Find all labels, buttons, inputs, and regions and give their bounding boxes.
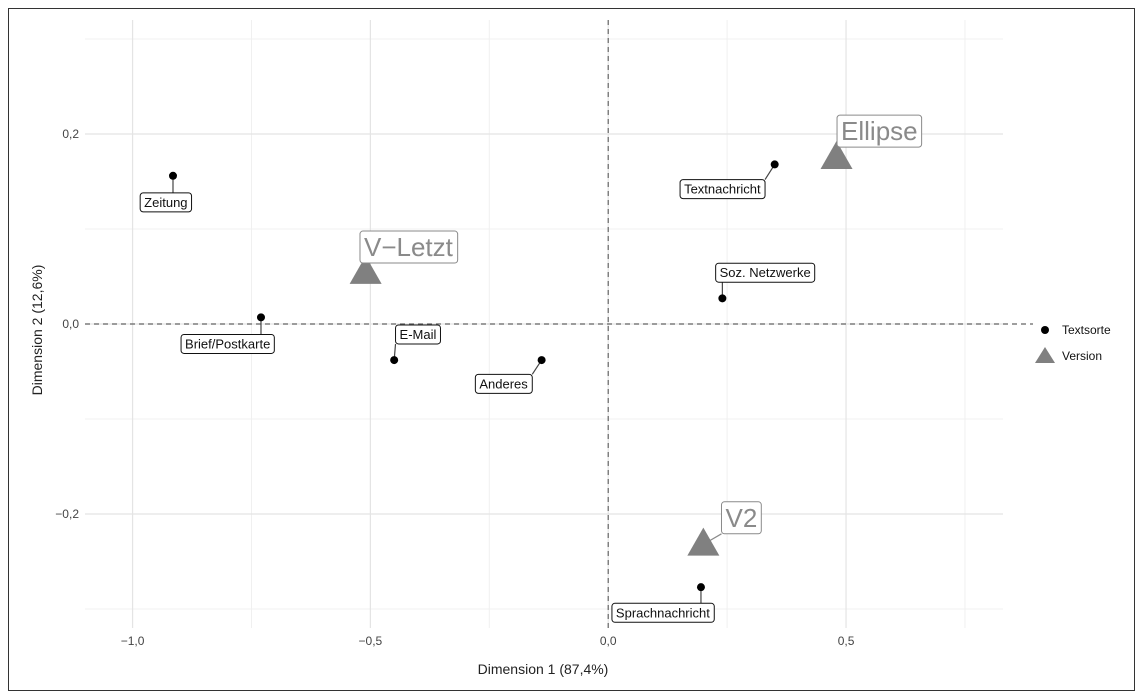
point-marker	[168, 171, 177, 180]
point-label: E-Mail	[400, 327, 437, 342]
version-label-box	[359, 230, 459, 264]
point-label-box	[180, 333, 275, 354]
version-label-box	[836, 114, 923, 148]
x-tick-label: 0,0	[600, 634, 617, 648]
x-axis-title: Dimension 1 (87,4%)	[478, 661, 609, 677]
point-label: Sprachnachricht	[616, 605, 710, 620]
chart-frame	[8, 8, 1135, 691]
data-marks	[168, 140, 853, 592]
y-axis-title: Dimension 2 (12,6%)	[29, 265, 45, 396]
point-label-box	[679, 179, 766, 200]
x-tick-label: −1,0	[121, 634, 145, 648]
point-label: Textnachricht	[684, 182, 761, 197]
point-marker	[696, 583, 705, 592]
version-marker	[820, 140, 853, 169]
point-labels: Zeitung Brief/Postkarte E-Mail Anderes Textn…	[139, 114, 923, 623]
point-label-box	[139, 192, 193, 213]
point-label-box	[395, 324, 441, 345]
point-label: Soz. Netzwerke	[720, 265, 811, 280]
x-tick-label: 0,5	[838, 634, 855, 648]
version-marker	[349, 255, 382, 284]
version-label: V2	[725, 503, 757, 533]
version-label-box	[720, 501, 762, 535]
point-label-box	[715, 262, 816, 283]
x-tick-label: −0,5	[359, 634, 383, 648]
legend-circle-icon	[1041, 326, 1049, 334]
point-marker	[390, 356, 399, 365]
y-tick-label: −0,2	[55, 507, 79, 521]
zero-lines	[85, 20, 1033, 628]
legend-label: Version	[1062, 349, 1102, 363]
point-marker	[770, 160, 779, 169]
point-marker	[256, 313, 265, 322]
legend-triangle-icon	[1035, 347, 1055, 363]
tick-labels: −1,0 −0,5 0,0 0,5 0,2 0,0 −0,2	[55, 127, 854, 648]
y-tick-label: 0,2	[62, 127, 79, 141]
point-marker	[718, 294, 727, 303]
y-tick-label: 0,0	[62, 317, 79, 331]
point-marker	[537, 356, 546, 365]
point-label: Brief/Postkarte	[185, 336, 270, 351]
version-marker	[687, 527, 720, 556]
point-label-box	[611, 602, 715, 623]
version-label: V−Letzt	[364, 232, 454, 262]
point-label: Anderes	[479, 376, 528, 391]
legend-label: Textsorte	[1062, 323, 1111, 337]
legend: Textsorte Version	[1035, 323, 1111, 363]
point-label-box	[474, 373, 533, 394]
point-label: Zeitung	[144, 195, 187, 210]
version-label: Ellipse	[841, 116, 918, 146]
